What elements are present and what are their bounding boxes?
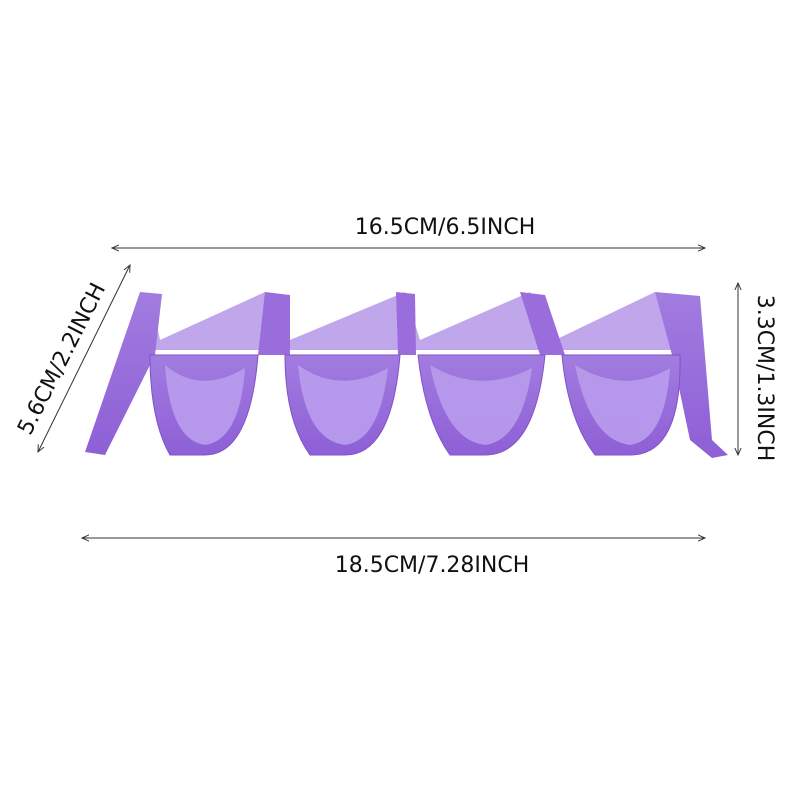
- bottom-width-label: 18.5CM/7.28INCH: [335, 553, 530, 578]
- dimension-arrow: [38, 265, 130, 452]
- taco-rack: [85, 292, 728, 458]
- top-width-label: 16.5CM/6.5INCH: [355, 215, 536, 240]
- height-label: 3.3CM/1.3INCH: [752, 295, 777, 462]
